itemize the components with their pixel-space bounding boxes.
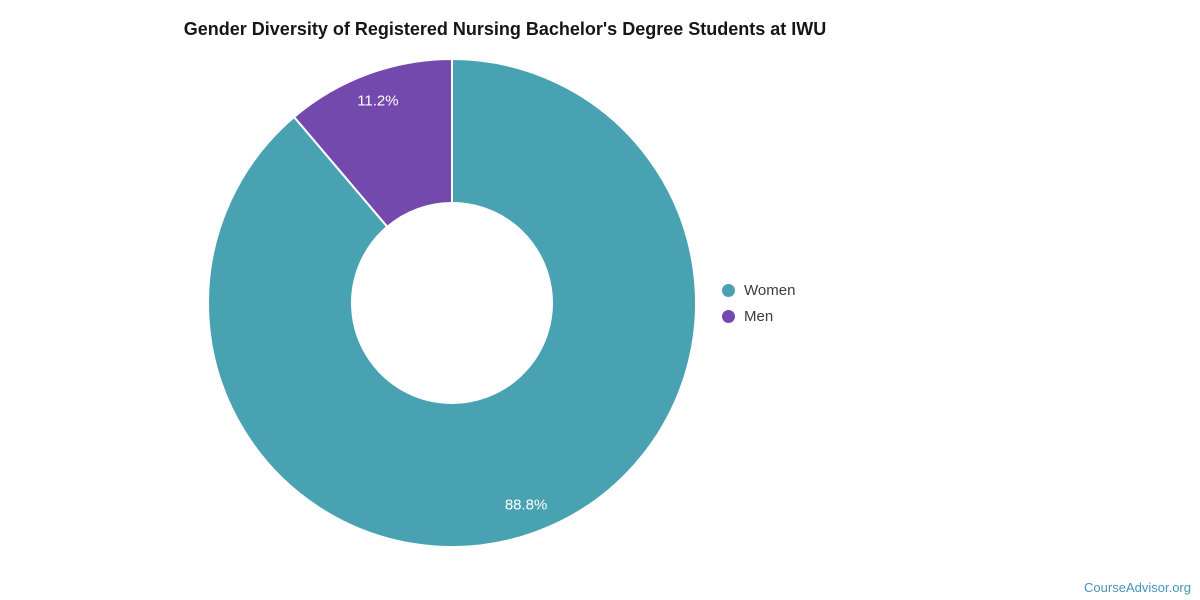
legend-swatch-women	[722, 283, 735, 297]
legend-label: Men	[744, 307, 774, 325]
pie-slice-men	[293, 58, 453, 228]
slice-label-women: 88.8%	[505, 496, 548, 513]
chart-title: Gender Diversity of Registered Nursing B…	[183, 19, 827, 39]
courseadvisor-link[interactable]: CourseAdvisor.org	[1084, 580, 1191, 595]
donut-chart: 88.8% 11.2%	[207, 58, 697, 548]
legend: Women Men	[722, 277, 795, 329]
legend-item-women: Women	[722, 277, 795, 303]
pie-slice-women	[207, 58, 697, 548]
legend-item-men: Men	[722, 303, 795, 329]
slice-label-men: 11.2%	[357, 93, 398, 110]
legend-label: Women	[744, 281, 796, 299]
legend-swatch-men	[722, 309, 735, 323]
